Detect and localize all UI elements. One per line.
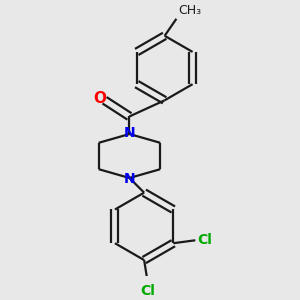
Text: N: N xyxy=(124,126,135,140)
Text: CH₃: CH₃ xyxy=(178,4,201,17)
Text: O: O xyxy=(93,91,106,106)
Text: N: N xyxy=(124,172,135,186)
Text: Cl: Cl xyxy=(197,233,212,247)
Text: Cl: Cl xyxy=(140,284,155,298)
